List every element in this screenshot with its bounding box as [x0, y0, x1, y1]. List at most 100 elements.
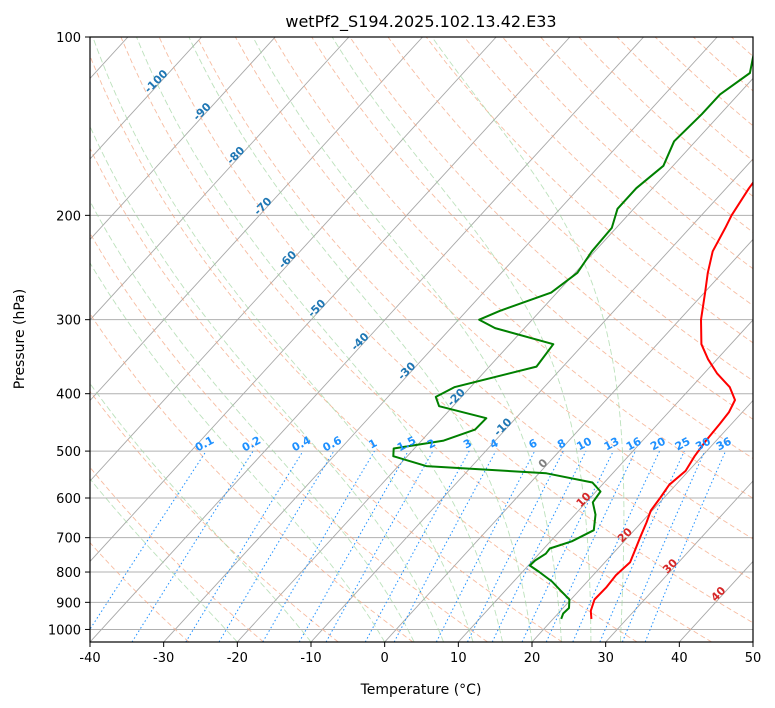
mixing-ratio-label: 13	[602, 435, 622, 454]
dry-adiabat-line	[90, 147, 563, 642]
dewpoint-profile-line	[392, 52, 753, 620]
dry-adiabat-line	[120, 37, 712, 642]
moist-adiabat-line	[90, 125, 445, 642]
isotherm-label: 40	[708, 584, 728, 604]
isotherm-line	[457, 319, 753, 642]
isotherm-line	[531, 399, 753, 642]
profile-layer	[392, 52, 753, 620]
isotherm-label: -70	[251, 195, 274, 218]
moist-adiabat-line	[90, 478, 238, 642]
moist-adiabat-line	[90, 262, 386, 642]
isotherm-line	[90, 37, 350, 321]
isotherm-line	[310, 158, 753, 642]
dry-adiabat-line	[463, 37, 753, 307]
mixing-ratio-line	[218, 450, 335, 642]
background-grid	[90, 37, 775, 642]
isotherm-line	[163, 37, 718, 642]
mixing-ratio-label: 36	[714, 435, 734, 454]
mixing-ratio-line	[467, 450, 564, 642]
y-tick-label: 700	[56, 532, 81, 547]
y-axis-label: Pressure (hPa)	[12, 289, 28, 389]
mixing-ratio-label: 20	[648, 435, 668, 454]
dry-adiabat-line	[273, 37, 753, 499]
dry-adiabat-line	[425, 37, 753, 344]
isotherm-line	[605, 480, 753, 642]
mixing-ratio-label: 3	[461, 436, 474, 451]
mixing-ratio-label: 16	[624, 435, 644, 454]
x-tick-label: 40	[671, 651, 688, 666]
x-tick-label: 0	[381, 651, 389, 666]
dry-adiabat-line	[90, 54, 638, 642]
isotherm-line	[678, 560, 753, 642]
mixing-ratio-line	[185, 450, 304, 642]
moist-adiabat-line	[92, 37, 474, 642]
dry-adiabat-line	[616, 37, 753, 162]
mixing-ratio-label: 6	[527, 436, 540, 451]
isotherm-line	[90, 37, 644, 642]
isotherm-line	[90, 37, 202, 160]
y-tick-label: 800	[56, 566, 81, 581]
mixing-ratio-line	[364, 450, 470, 642]
mixing-ratio-label: 25	[673, 435, 693, 454]
dry-adiabat-line	[196, 37, 753, 581]
dry-adiabat-line	[158, 37, 753, 624]
mixing-ratio-label: 30	[693, 435, 713, 454]
y-tick-label: 100	[56, 31, 81, 46]
mixing-ratio-line	[262, 450, 375, 642]
dry-adiabat-line	[235, 37, 753, 540]
mixing-ratio-label: 10	[574, 435, 594, 454]
dry-adiabat-line	[770, 37, 775, 642]
isotherm-label: -90	[191, 100, 214, 123]
isotherm-label: -30	[395, 359, 418, 382]
x-tick-label: -40	[79, 651, 100, 666]
dry-adiabat-line	[90, 312, 414, 642]
x-tick-label: 20	[524, 651, 541, 666]
mixing-ratio-line	[572, 450, 661, 642]
axes: -40 -30 -20 -10 0 10 20 30 40 5010020030040050060…	[48, 31, 761, 666]
isotherm-label: -100	[142, 67, 171, 96]
mixing-ratio-line	[491, 450, 587, 642]
mixing-ratio-line	[131, 450, 254, 642]
isotherm-line	[384, 238, 753, 642]
mixing-ratio-line	[599, 450, 685, 642]
y-tick-label: 400	[56, 388, 81, 403]
isotherm-line	[752, 641, 753, 642]
dry-adiabat-line	[90, 390, 339, 642]
moist-adiabat-line	[136, 37, 503, 642]
isotherm-label: 30	[660, 556, 680, 576]
temperature-profile-line	[589, 181, 753, 619]
y-tick-label: 500	[56, 445, 81, 460]
isotherm-label: 20	[615, 525, 635, 545]
isotherm-label: -80	[224, 144, 247, 167]
mixing-ratio-line	[90, 450, 207, 631]
mixing-ratio-line	[325, 450, 434, 642]
y-tick-label: 300	[56, 314, 81, 329]
moist-adiabat-line	[431, 37, 625, 642]
isotherm-line	[90, 37, 571, 563]
x-tick-label: -10	[300, 651, 321, 666]
dry-adiabat-line	[90, 466, 264, 642]
y-tick-label: 600	[56, 492, 81, 507]
x-tick-label: 10	[450, 651, 467, 666]
mixing-ratio-line	[644, 450, 727, 642]
dry-adiabat-line	[654, 37, 753, 127]
plot-frame	[89, 36, 754, 643]
isotherm-line	[90, 37, 423, 402]
mixing-ratio-line	[393, 450, 497, 642]
chart-title: wetPf2_S194.2025.102.13.42.E33	[285, 12, 556, 32]
isotherm-label: -60	[276, 248, 299, 271]
x-axis-label: Temperature (°C)	[360, 682, 482, 698]
moist-adiabat-line	[90, 382, 312, 642]
isotherm-line	[236, 77, 753, 642]
dry-adiabat-line	[387, 37, 753, 382]
x-tick-label: -20	[227, 651, 248, 666]
dry-adiabat-line	[540, 37, 753, 233]
dry-adiabat-line	[90, 541, 190, 642]
moist-adiabat-line	[252, 37, 562, 642]
isotherm-label: 10	[574, 490, 594, 510]
mixing-ratio-line	[621, 450, 706, 642]
isotherm-label: -50	[305, 297, 328, 320]
isotherm-line	[90, 37, 276, 241]
x-tick-label: 50	[745, 651, 762, 666]
